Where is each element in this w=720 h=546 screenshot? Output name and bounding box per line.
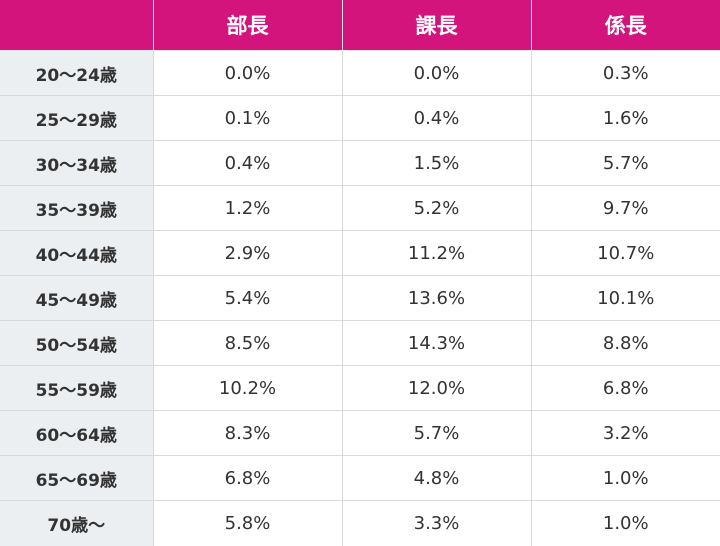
value-cell: 4.8% [341, 455, 532, 502]
value-cell: 2.9% [152, 230, 343, 277]
value-cell: 13.6% [341, 275, 532, 322]
age-label: 25～29歳 [0, 95, 154, 142]
age-label: 35～39歳 [0, 185, 154, 232]
value-cell: 8.5% [152, 320, 343, 367]
table-row: 50～54歳 8.5% 14.3% 8.8% [0, 320, 720, 367]
value-cell: 10.7% [530, 230, 720, 277]
table-row: 45～49歳 5.4% 13.6% 10.1% [0, 275, 720, 322]
table-row: 60～64歳 8.3% 5.7% 3.2% [0, 410, 720, 457]
value-cell: 8.3% [152, 410, 343, 457]
value-cell: 6.8% [530, 365, 720, 412]
table-row: 30～34歳 0.4% 1.5% 5.7% [0, 140, 720, 187]
table-row: 55～59歳 10.2% 12.0% 6.8% [0, 365, 720, 412]
table-header: 部長 課長 係長 [0, 0, 720, 51]
value-cell: 5.7% [341, 410, 532, 457]
value-cell: 12.0% [341, 365, 532, 412]
value-cell: 8.8% [530, 320, 720, 367]
table-row: 25～29歳 0.1% 0.4% 1.6% [0, 95, 720, 142]
header-row: 部長 課長 係長 [0, 0, 720, 51]
table-row: 65～69歳 6.8% 4.8% 1.0% [0, 455, 720, 502]
table-row: 70歳～ 5.8% 3.3% 1.0% [0, 500, 720, 546]
value-cell: 5.2% [341, 185, 532, 232]
value-cell: 5.4% [152, 275, 343, 322]
age-label: 65～69歳 [0, 455, 154, 502]
value-cell: 6.8% [152, 455, 343, 502]
value-cell: 1.2% [152, 185, 343, 232]
value-cell: 3.2% [530, 410, 720, 457]
value-cell: 10.1% [530, 275, 720, 322]
age-label: 50～54歳 [0, 320, 154, 367]
table-row: 35～39歳 1.2% 5.2% 9.7% [0, 185, 720, 232]
value-cell: 1.0% [530, 500, 720, 546]
value-cell: 9.7% [530, 185, 720, 232]
age-label: 45～49歳 [0, 275, 154, 322]
header-bucho: 部長 [152, 0, 343, 51]
value-cell: 0.0% [152, 49, 343, 97]
age-label: 60～64歳 [0, 410, 154, 457]
age-label: 70歳～ [0, 500, 154, 546]
value-cell: 3.3% [341, 500, 532, 546]
value-cell: 10.2% [152, 365, 343, 412]
value-cell: 0.4% [152, 140, 343, 187]
table-row: 40～44歳 2.9% 11.2% 10.7% [0, 230, 720, 277]
value-cell: 0.3% [530, 49, 720, 97]
value-cell: 5.8% [152, 500, 343, 546]
value-cell: 14.3% [341, 320, 532, 367]
value-cell: 11.2% [341, 230, 532, 277]
age-label: 40～44歳 [0, 230, 154, 277]
value-cell: 0.0% [341, 49, 532, 97]
value-cell: 5.7% [530, 140, 720, 187]
table-body: 20～24歳 0.0% 0.0% 0.3% 25～29歳 0.1% 0.4% 1… [0, 49, 720, 546]
header-kacho: 課長 [341, 0, 532, 51]
value-cell: 0.4% [341, 95, 532, 142]
table-row: 20～24歳 0.0% 0.0% 0.3% [0, 49, 720, 97]
header-corner-cell [0, 0, 154, 51]
age-label: 30～34歳 [0, 140, 154, 187]
value-cell: 1.0% [530, 455, 720, 502]
value-cell: 1.6% [530, 95, 720, 142]
age-label: 55～59歳 [0, 365, 154, 412]
age-label: 20～24歳 [0, 49, 154, 97]
value-cell: 1.5% [341, 140, 532, 187]
header-kakaricho: 係長 [530, 0, 720, 51]
value-cell: 0.1% [152, 95, 343, 142]
